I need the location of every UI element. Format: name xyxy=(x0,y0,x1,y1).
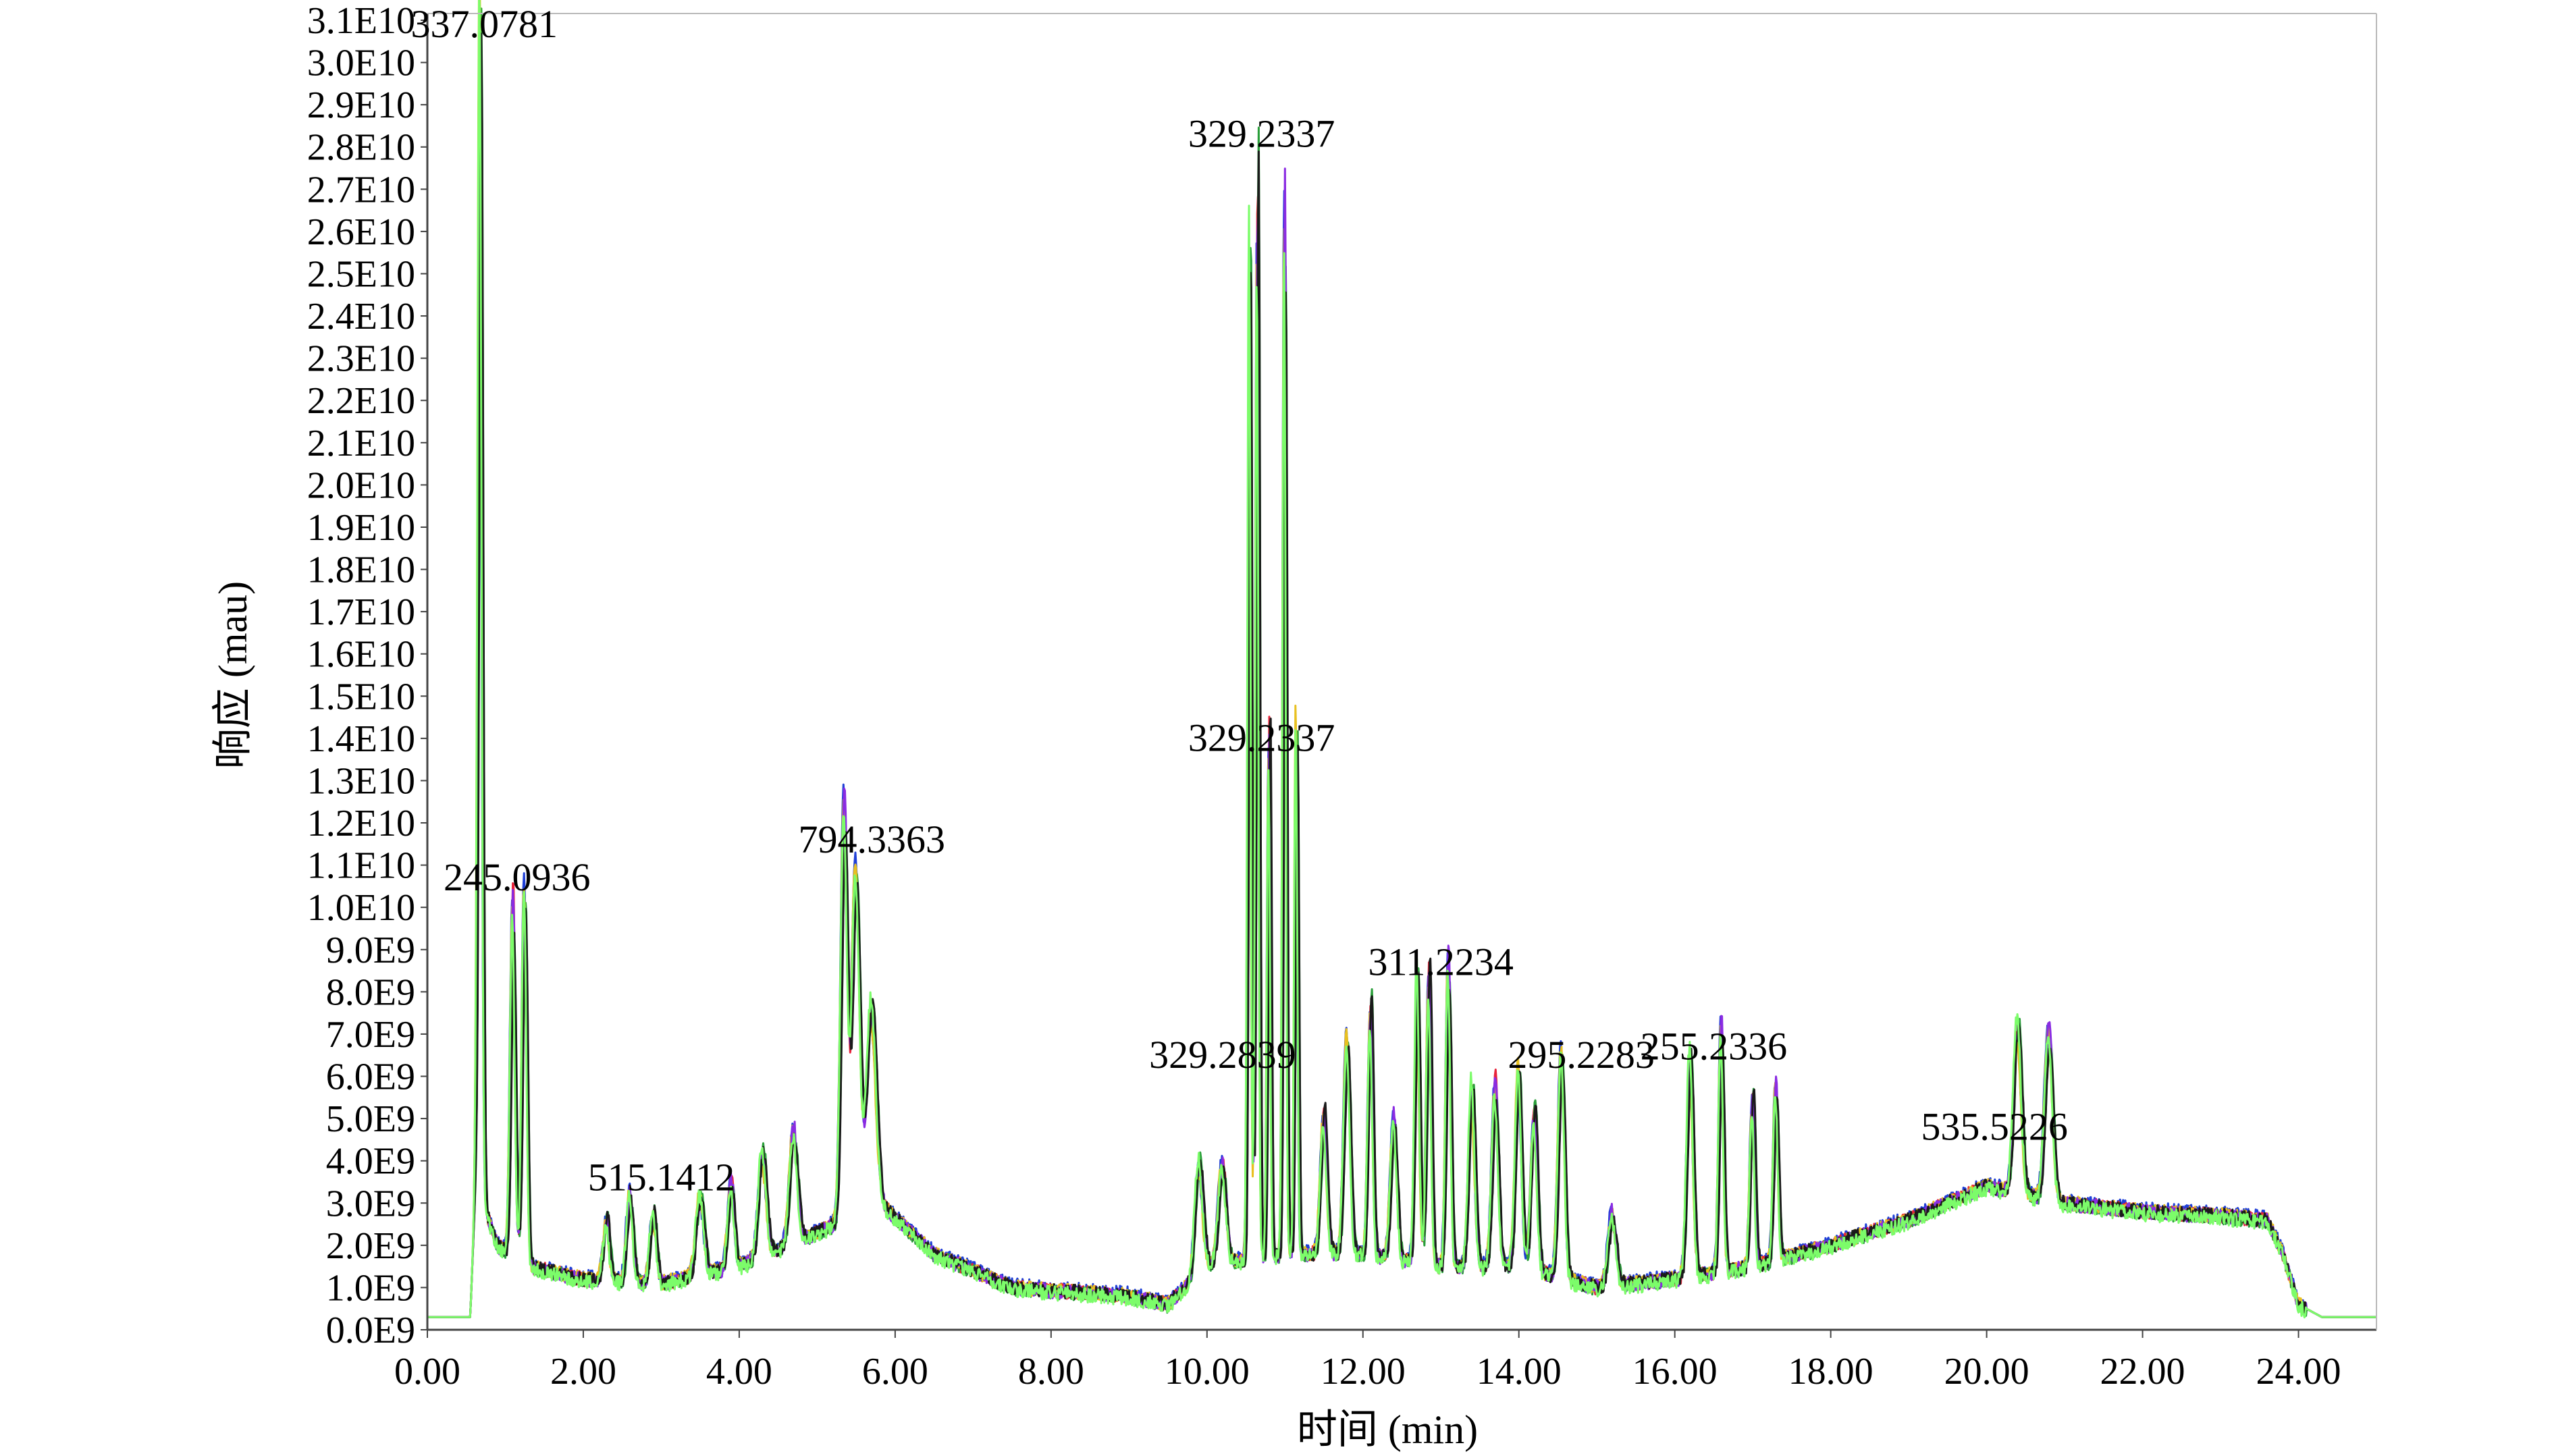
y-tick-label: 2.9E10 xyxy=(307,84,415,126)
y-tick-label: 8.0E9 xyxy=(326,971,415,1013)
y-axis-label: 响应 (mau) xyxy=(211,581,255,769)
y-tick-label: 5.0E9 xyxy=(326,1098,415,1140)
series-line xyxy=(427,101,2377,1318)
series-line xyxy=(427,32,2377,1318)
x-tick-label: 0.00 xyxy=(394,1351,460,1393)
axes-layer xyxy=(426,13,2377,1331)
peak-annotation: 329.2337 xyxy=(1188,112,1335,156)
y-tick-label: 2.2E10 xyxy=(307,380,415,422)
x-tick-label: 16.00 xyxy=(1632,1351,1718,1393)
x-tick-label: 12.00 xyxy=(1321,1351,1406,1393)
peak-annotation: 535.5226 xyxy=(1921,1104,2068,1148)
series-line xyxy=(427,70,2377,1318)
annotations-layer: 337.0781 245.0936 515.1412 794.3363 329.2337… xyxy=(411,2,2068,1199)
peak-annotation: 255.2336 xyxy=(1641,1024,1788,1068)
y-tick-label: 1.5E10 xyxy=(307,676,415,718)
y-tick-label: 1.3E10 xyxy=(307,760,415,802)
y-tick-label: 2.3E10 xyxy=(307,338,415,380)
y-tick-label: 1.7E10 xyxy=(307,591,415,633)
y-tick-label: 3.1E10 xyxy=(307,0,415,42)
y-tick-label: 7.0E9 xyxy=(326,1014,415,1056)
series-line xyxy=(427,7,2377,1318)
series-layer xyxy=(427,0,2377,1319)
y-tick-label: 2.1E10 xyxy=(307,423,415,464)
peak-annotation: 245.0936 xyxy=(444,855,591,899)
y-tick-label: 2.0E10 xyxy=(307,464,415,506)
y-tick-label: 4.0E9 xyxy=(326,1141,415,1183)
y-tick-label: 1.0E10 xyxy=(307,887,415,929)
y-tick-label: 1.9E10 xyxy=(307,507,415,549)
y-tick-label: 2.5E10 xyxy=(307,253,415,295)
y-tick-label: 1.4E10 xyxy=(307,718,415,760)
x-tick-label: 2.00 xyxy=(550,1351,616,1393)
x-tick-label: 10.00 xyxy=(1165,1351,1250,1393)
peak-annotation: 515.1412 xyxy=(588,1155,735,1199)
peak-annotation: 794.3363 xyxy=(798,817,945,861)
y-tick-label: 9.0E9 xyxy=(326,929,415,971)
x-tick-label: 24.00 xyxy=(2256,1351,2341,1393)
y-tick-label: 6.0E9 xyxy=(326,1056,415,1098)
y-tick-label: 2.4E10 xyxy=(307,296,415,338)
y-tick-label: 1.8E10 xyxy=(307,549,415,591)
series-line xyxy=(427,0,2377,1318)
y-tick-label: 2.7E10 xyxy=(307,169,415,211)
x-tick-label: 20.00 xyxy=(1944,1351,2029,1393)
ticks-layer: 0.0E91.0E92.0E93.0E94.0E95.0E96.0E97.0E9… xyxy=(307,0,2341,1393)
series-line xyxy=(427,0,2377,1319)
peak-annotation: 295.2283 xyxy=(1508,1033,1655,1077)
y-tick-label: 1.6E10 xyxy=(307,634,415,676)
y-tick-label: 1.2E10 xyxy=(307,803,415,844)
x-tick-label: 6.00 xyxy=(862,1351,928,1393)
series-line xyxy=(427,137,2377,1318)
y-tick-label: 0.0E9 xyxy=(326,1310,415,1351)
peak-annotation: 311.2234 xyxy=(1368,940,1514,983)
y-tick-label: 3.0E9 xyxy=(326,1183,415,1224)
y-tick-label: 1.0E9 xyxy=(326,1267,415,1309)
y-tick-label: 2.0E9 xyxy=(326,1225,415,1267)
x-axis-label: 时间 (min) xyxy=(1297,1407,1478,1452)
x-tick-label: 22.00 xyxy=(2100,1351,2185,1393)
y-tick-label: 1.1E10 xyxy=(307,845,415,887)
x-tick-label: 18.00 xyxy=(1788,1351,1873,1393)
x-tick-label: 4.00 xyxy=(706,1351,772,1393)
x-tick-label: 8.00 xyxy=(1018,1351,1084,1393)
peak-annotation: 329.2337 xyxy=(1188,716,1335,760)
peak-annotation: 329.2839 xyxy=(1149,1033,1296,1077)
y-tick-label: 3.0E10 xyxy=(307,43,415,84)
y-tick-label: 2.6E10 xyxy=(307,211,415,253)
peak-annotation: 337.0781 xyxy=(411,2,558,46)
x-tick-label: 14.00 xyxy=(1477,1351,1562,1393)
y-tick-label: 2.8E10 xyxy=(307,127,415,169)
